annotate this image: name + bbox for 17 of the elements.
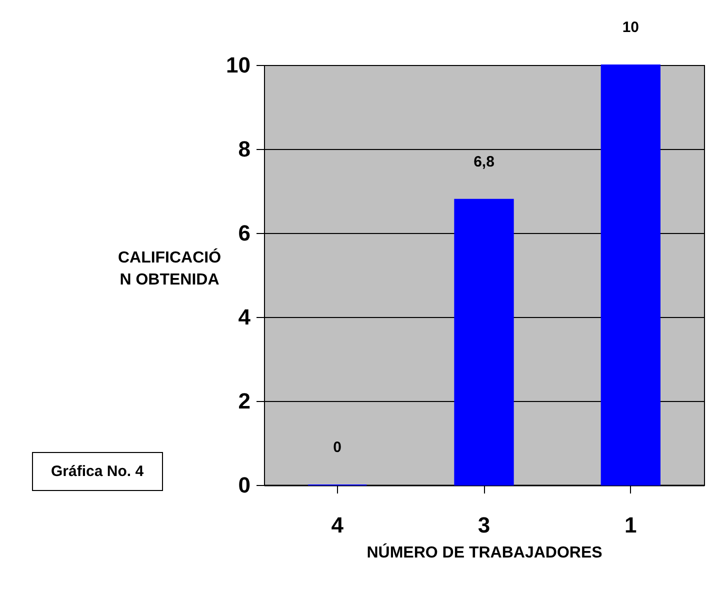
bar (600, 64, 660, 486)
x-axis-title: NÚMERO DE TRABAJADORES (366, 542, 603, 562)
y-tick-label: 6 (238, 220, 250, 246)
x-tick-label: 1 (624, 512, 637, 538)
data-label: 10 (622, 19, 640, 36)
x-tick-label: 3 (478, 512, 490, 538)
y-tick-label: 2 (238, 388, 250, 414)
bar (454, 198, 514, 486)
x-tick-label: 4 (331, 512, 344, 538)
caption-box: Gráfica No. 4 (32, 452, 163, 491)
y-axis-title: CALIFICACIÓN OBTENIDA (118, 248, 222, 288)
y-tick-label: 10 (226, 52, 250, 78)
data-label: 6,8 (474, 153, 494, 170)
y-tick-label: 0 (238, 472, 250, 498)
y-tick-label: 8 (238, 136, 250, 162)
data-label: 0 (333, 439, 342, 456)
y-tick-label: 4 (238, 304, 252, 330)
